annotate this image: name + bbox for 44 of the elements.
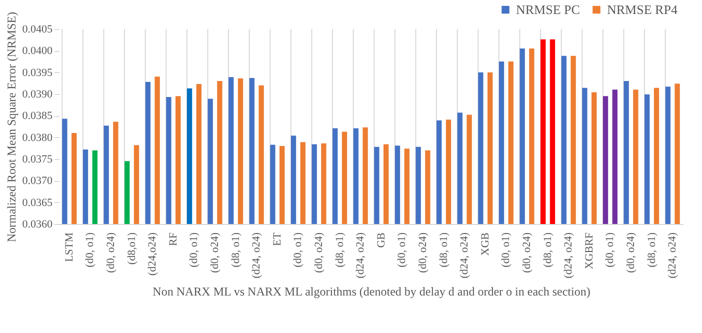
x-tick-label: (d24, o24) <box>666 232 679 278</box>
legend-label: NRMSE RP4 <box>607 2 678 17</box>
x-tick-label: (d0, o1) <box>500 232 512 268</box>
x-tick-label: (d8, o1) <box>230 232 242 268</box>
x-tick-label: (d8,o1) <box>126 232 138 265</box>
x-tick-label: (d0, o24) <box>313 232 325 273</box>
x-tick-label: (d0, o24) <box>105 232 117 273</box>
x-tick-label: (d8, o1) <box>646 232 658 268</box>
y-tick-label: 0.0400 <box>22 45 53 58</box>
x-tick-label: XGBRF <box>583 232 596 270</box>
x-tick-label: LSTM <box>63 232 76 262</box>
x-tick-label: (d8, o1) <box>438 232 450 268</box>
x-tick-label: (d8, o1) <box>334 232 346 268</box>
x-tick-label: (d0, o1) <box>396 232 408 268</box>
y-tick-label: 0.0395 <box>22 66 53 79</box>
y-tick-label: 0.0360 <box>22 218 53 230</box>
x-tick-label: ET <box>271 232 284 246</box>
y-tick-label: 0.0375 <box>22 154 53 166</box>
legend-label: NRMSE PC <box>516 2 580 17</box>
y-tick-label: 0.0380 <box>22 132 53 144</box>
x-tick-label: (d0, o24) <box>417 232 429 273</box>
x-tick-label: (d24, o24) <box>458 232 471 278</box>
x-tick-label: (d0, o1) <box>84 232 96 268</box>
y-tick-label: 0.0370 <box>22 175 53 188</box>
x-tick-label: (d24, o24) <box>562 232 575 278</box>
x-tick-label: (d0, o1) <box>292 232 304 268</box>
x-tick-label: XGB <box>479 232 492 256</box>
y-tick-label: 0.0405 <box>22 24 53 36</box>
x-tick-label: (d24,o24) <box>146 232 159 276</box>
x-tick-label: (d0, o24) <box>625 232 637 273</box>
y-tick-label: 0.0365 <box>22 196 53 209</box>
x-tick-label: (d0, o1) <box>188 232 200 268</box>
y-tick-label: 0.0390 <box>22 88 53 100</box>
x-tick-label: (d0, o24) <box>521 232 533 273</box>
x-tick-label: GB <box>375 232 388 248</box>
x-tick-label: (d8, o1) <box>542 232 554 268</box>
x-tick-label: (d24, o24) <box>250 232 263 278</box>
y-axis-title: Normalized Root Mean Square Error (NRMSE) <box>4 12 18 242</box>
x-tick-label: (d0, o1) <box>604 232 616 268</box>
x-tick-label: (d24, o24) <box>354 232 367 278</box>
y-tick-label: 0.0385 <box>22 110 53 122</box>
x-tick-label: RF <box>167 232 180 246</box>
x-tick-label: (d0, o24) <box>209 232 221 273</box>
x-axis-title: Non NARX ML vs NARX ML algorithms (denoted by delay d and order o in each section) <box>152 284 590 298</box>
